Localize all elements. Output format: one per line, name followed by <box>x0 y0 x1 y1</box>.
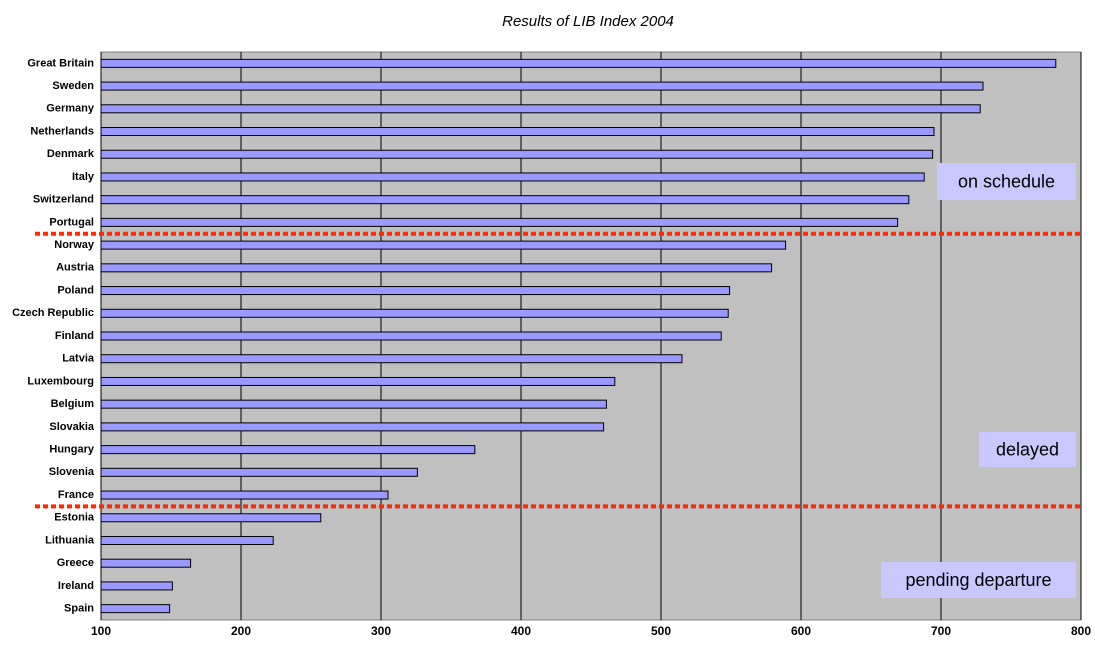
y-tick-label: Norway <box>54 239 95 251</box>
y-tick-label: Lithuania <box>45 534 95 546</box>
y-tick-label: Switzerland <box>33 194 94 206</box>
bar <box>100 558 192 568</box>
y-tick-label: Greece <box>57 557 94 569</box>
annotation-box <box>979 432 1076 467</box>
annotation-box <box>881 562 1076 598</box>
y-tick-label: Belgium <box>51 398 95 410</box>
annotation-box <box>937 163 1076 200</box>
x-tick-label: 500 <box>651 624 671 638</box>
bar <box>100 513 322 523</box>
y-tick-label: Ireland <box>58 580 94 592</box>
bar <box>100 467 418 477</box>
bar <box>100 172 925 182</box>
y-tick-label: France <box>58 489 94 501</box>
x-tick-label: 300 <box>371 624 391 638</box>
x-tick-label: 700 <box>931 624 951 638</box>
bar <box>100 104 981 114</box>
y-tick-label: Luxembourg <box>27 375 94 387</box>
annotation: delayed <box>996 439 1059 459</box>
bar <box>100 127 935 137</box>
y-tick-label: Estonia <box>54 512 95 524</box>
y-tick-label: Portugal <box>49 216 94 228</box>
x-tick-label: 600 <box>791 624 811 638</box>
y-tick-label: Denmark <box>47 148 95 160</box>
bar <box>100 195 910 205</box>
y-tick-label: Czech Republic <box>12 307 94 319</box>
y-tick-label: Finland <box>55 330 94 342</box>
bar <box>100 445 476 455</box>
y-tick-label: Netherlands <box>30 125 94 137</box>
x-tick-label: 200 <box>231 624 251 638</box>
bar <box>100 58 1057 68</box>
y-tick-label: Sweden <box>52 80 94 92</box>
bar <box>100 308 729 318</box>
bar <box>100 354 683 364</box>
y-tick-label: Austria <box>56 262 95 274</box>
bar <box>100 604 171 614</box>
bar <box>100 581 173 591</box>
bar <box>100 263 773 273</box>
x-tick-label: 400 <box>511 624 531 638</box>
y-tick-label: Great Britain <box>27 57 94 69</box>
y-tick-label: Slovakia <box>49 421 95 433</box>
chart-title: Results of LIB Index 2004 <box>502 13 674 30</box>
y-tick-label: Italy <box>72 171 95 183</box>
y-tick-label: Slovenia <box>49 466 95 478</box>
bar <box>100 286 731 296</box>
bar <box>100 331 722 341</box>
bar <box>100 535 274 545</box>
y-tick-label: Hungary <box>49 444 95 456</box>
bar <box>100 149 934 159</box>
bar <box>100 490 389 500</box>
bar <box>100 399 607 409</box>
y-tick-label: Poland <box>57 284 94 296</box>
bar <box>100 240 787 250</box>
y-tick-label: Spain <box>64 603 94 615</box>
bar <box>100 422 605 432</box>
y-tick-label: Germany <box>46 103 95 115</box>
bar <box>100 81 984 91</box>
bar <box>100 376 616 386</box>
x-tick-label: 800 <box>1071 624 1091 638</box>
x-tick-label: 100 <box>91 624 111 638</box>
bar <box>100 217 899 227</box>
y-tick-label: Latvia <box>62 353 95 365</box>
annotation: on schedule <box>958 171 1055 191</box>
annotation: pending departure <box>905 570 1051 590</box>
